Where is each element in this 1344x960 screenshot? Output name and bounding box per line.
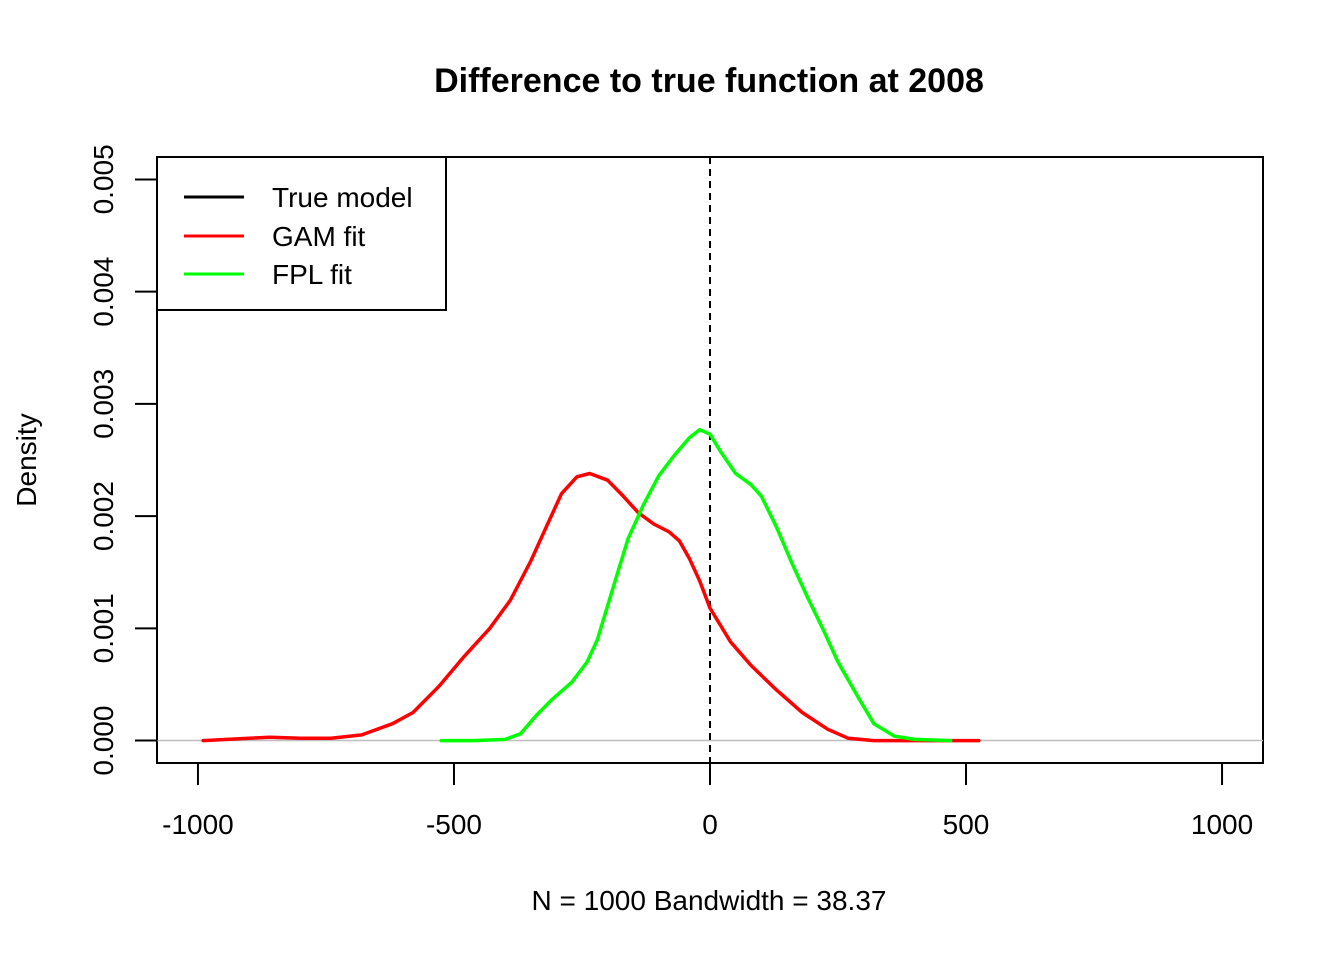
y-tick-label: 0.001 bbox=[88, 593, 119, 663]
legend-label-fpl-fit: FPL fit bbox=[272, 259, 352, 290]
y-axis: 0.000 0.001 0.002 0.003 0.004 0.005 bbox=[88, 144, 158, 776]
x-tick-label: 1000 bbox=[1191, 809, 1253, 840]
y-axis-label: Density bbox=[11, 413, 42, 506]
x-axis-label: N = 1000 Bandwidth = 38.37 bbox=[532, 885, 887, 916]
y-tick-label: 0.003 bbox=[88, 369, 119, 439]
reference-lines bbox=[157, 157, 1263, 763]
y-tick-label: 0.000 bbox=[88, 706, 119, 776]
series-layer bbox=[201, 427, 981, 743]
x-tick-label: -500 bbox=[426, 809, 482, 840]
x-tick-label: 500 bbox=[943, 809, 990, 840]
chart-title: Difference to true function at 2008 bbox=[434, 62, 984, 100]
series-line-gam-fit bbox=[201, 471, 981, 743]
x-axis: -1000 -500 0 500 1000 bbox=[162, 762, 1253, 840]
y-tick-label: 0.002 bbox=[88, 481, 119, 551]
x-tick-label: -1000 bbox=[162, 809, 234, 840]
series-line-fpl-fit bbox=[439, 427, 953, 743]
y-tick-label: 0.004 bbox=[88, 257, 119, 327]
legend-label-gam-fit: GAM fit bbox=[272, 221, 366, 252]
legend-box bbox=[156, 156, 447, 311]
legend: True model GAM fit FPL fit bbox=[156, 156, 447, 311]
legend-label-true-model: True model bbox=[272, 182, 413, 213]
y-tick-label: 0.005 bbox=[88, 144, 119, 214]
x-tick-label: 0 bbox=[702, 809, 718, 840]
